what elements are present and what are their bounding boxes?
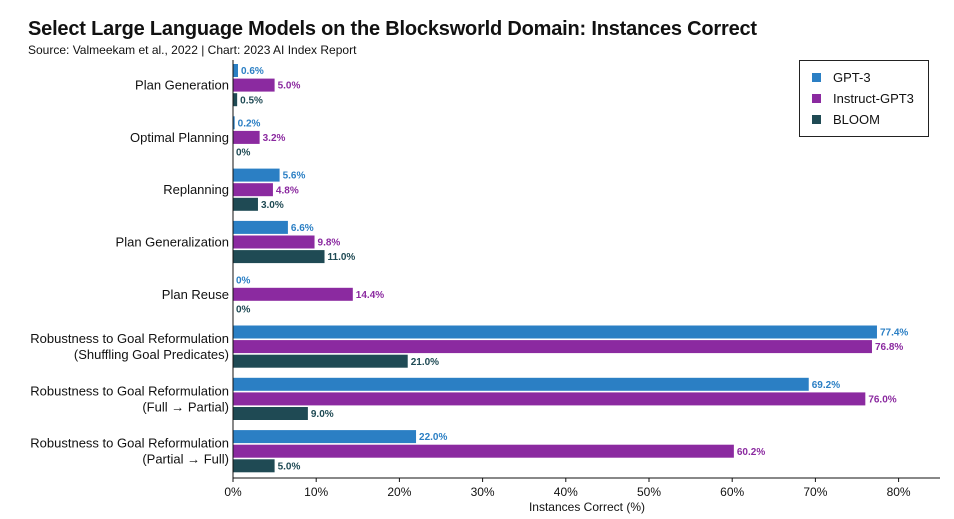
- x-tick-label: 40%: [554, 485, 578, 499]
- category-label: Plan Reuse: [162, 287, 229, 302]
- data-label-bloom: 11.0%: [328, 252, 356, 263]
- bar-instruct-gpt3: [233, 392, 866, 406]
- bar-instruct-gpt3: [233, 130, 260, 144]
- bar-gpt-3: [233, 116, 235, 130]
- data-label-instruct-gpt3: 4.8%: [276, 185, 299, 196]
- category-label: (Partial → Full): [142, 452, 229, 467]
- x-tick-label: 20%: [387, 485, 411, 499]
- legend-swatch-gpt3: [812, 73, 821, 82]
- data-label-bloom: 5.0%: [278, 461, 301, 472]
- bar-gpt-3: [233, 377, 809, 391]
- category-label: (Full → Partial): [142, 399, 229, 414]
- data-label-instruct-gpt3: 9.8%: [318, 238, 341, 249]
- chart-title: Select Large Language Models on the Bloc…: [28, 18, 757, 40]
- bar-instruct-gpt3: [233, 78, 275, 92]
- bar-gpt-3: [233, 325, 877, 339]
- legend-item-instruct-gpt3: Instruct-GPT3: [800, 88, 928, 109]
- bar-instruct-gpt3: [233, 444, 734, 458]
- data-label-gpt-3: 0.6%: [241, 66, 264, 77]
- chart-subtitle: Source: Valmeekam et al., 2022 | Chart: …: [28, 43, 357, 57]
- data-label-gpt-3: 5.6%: [283, 171, 306, 182]
- bar-instruct-gpt3: [233, 183, 273, 197]
- bar-bloom: [233, 250, 325, 264]
- data-label-bloom: 0%: [236, 148, 251, 159]
- data-label-gpt-3: 0.2%: [238, 118, 261, 129]
- legend-item-gpt3: GPT-3: [800, 67, 928, 88]
- category-label: (Shuffling Goal Predicates): [74, 347, 229, 362]
- data-label-gpt-3: 6.6%: [291, 223, 314, 234]
- x-tick-label: 80%: [887, 485, 911, 499]
- category-label: Plan Generation: [135, 78, 229, 93]
- category-label: Optimal Planning: [130, 130, 229, 145]
- legend-swatch-bloom: [812, 115, 821, 124]
- bar-bloom: [233, 93, 238, 107]
- data-label-bloom: 21.0%: [411, 357, 439, 368]
- data-label-bloom: 9.0%: [311, 409, 334, 420]
- data-label-bloom: 0.5%: [240, 95, 263, 106]
- x-tick-label: 70%: [803, 485, 827, 499]
- category-label: Robustness to Goal Reformulation: [30, 331, 229, 346]
- chart-legend: GPT-3 Instruct-GPT3 BLOOM: [799, 60, 929, 137]
- data-label-instruct-gpt3: 76.0%: [868, 395, 896, 406]
- legend-swatch-instruct-gpt3: [812, 94, 821, 103]
- bar-gpt-3: [233, 430, 417, 444]
- data-label-gpt-3: 77.4%: [880, 328, 908, 339]
- bar-gpt-3: [233, 64, 238, 77]
- category-label: Robustness to Goal Reformulation: [30, 436, 229, 451]
- x-tick-label: 10%: [304, 485, 328, 499]
- data-label-instruct-gpt3: 14.4%: [356, 290, 384, 301]
- bar-bloom: [233, 354, 408, 368]
- x-tick-label: 60%: [720, 485, 744, 499]
- legend-item-bloom: BLOOM: [800, 109, 928, 130]
- legend-label-instruct-gpt3: Instruct-GPT3: [833, 91, 914, 106]
- x-tick-label: 30%: [471, 485, 495, 499]
- bar-gpt-3: [233, 168, 280, 182]
- data-label-gpt-3: 22.0%: [419, 432, 447, 443]
- bar-gpt-3: [233, 220, 288, 234]
- x-tick-label: 0%: [224, 485, 242, 499]
- legend-label-bloom: BLOOM: [833, 112, 880, 127]
- bar-instruct-gpt3: [233, 340, 872, 354]
- category-label: Robustness to Goal Reformulation: [30, 383, 229, 398]
- data-label-instruct-gpt3: 60.2%: [737, 447, 765, 458]
- data-label-gpt-3: 69.2%: [812, 380, 840, 391]
- category-label: Replanning: [163, 182, 229, 197]
- data-label-instruct-gpt3: 5.0%: [278, 81, 301, 92]
- legend-label-gpt3: GPT-3: [833, 70, 871, 85]
- data-label-gpt-3: 0%: [236, 275, 251, 286]
- bar-instruct-gpt3: [233, 287, 353, 301]
- bar-bloom: [233, 197, 258, 211]
- data-label-bloom: 3.0%: [261, 200, 284, 211]
- bar-bloom: [233, 407, 308, 420]
- x-tick-label: 50%: [637, 485, 661, 499]
- bar-bloom: [233, 459, 275, 473]
- data-label-instruct-gpt3: 3.2%: [263, 133, 286, 144]
- bar-instruct-gpt3: [233, 235, 315, 249]
- data-label-instruct-gpt3: 76.8%: [875, 342, 903, 353]
- x-axis-title: Instances Correct (%): [529, 500, 645, 514]
- category-label: Plan Generalization: [116, 235, 229, 250]
- data-label-bloom: 0%: [236, 305, 251, 316]
